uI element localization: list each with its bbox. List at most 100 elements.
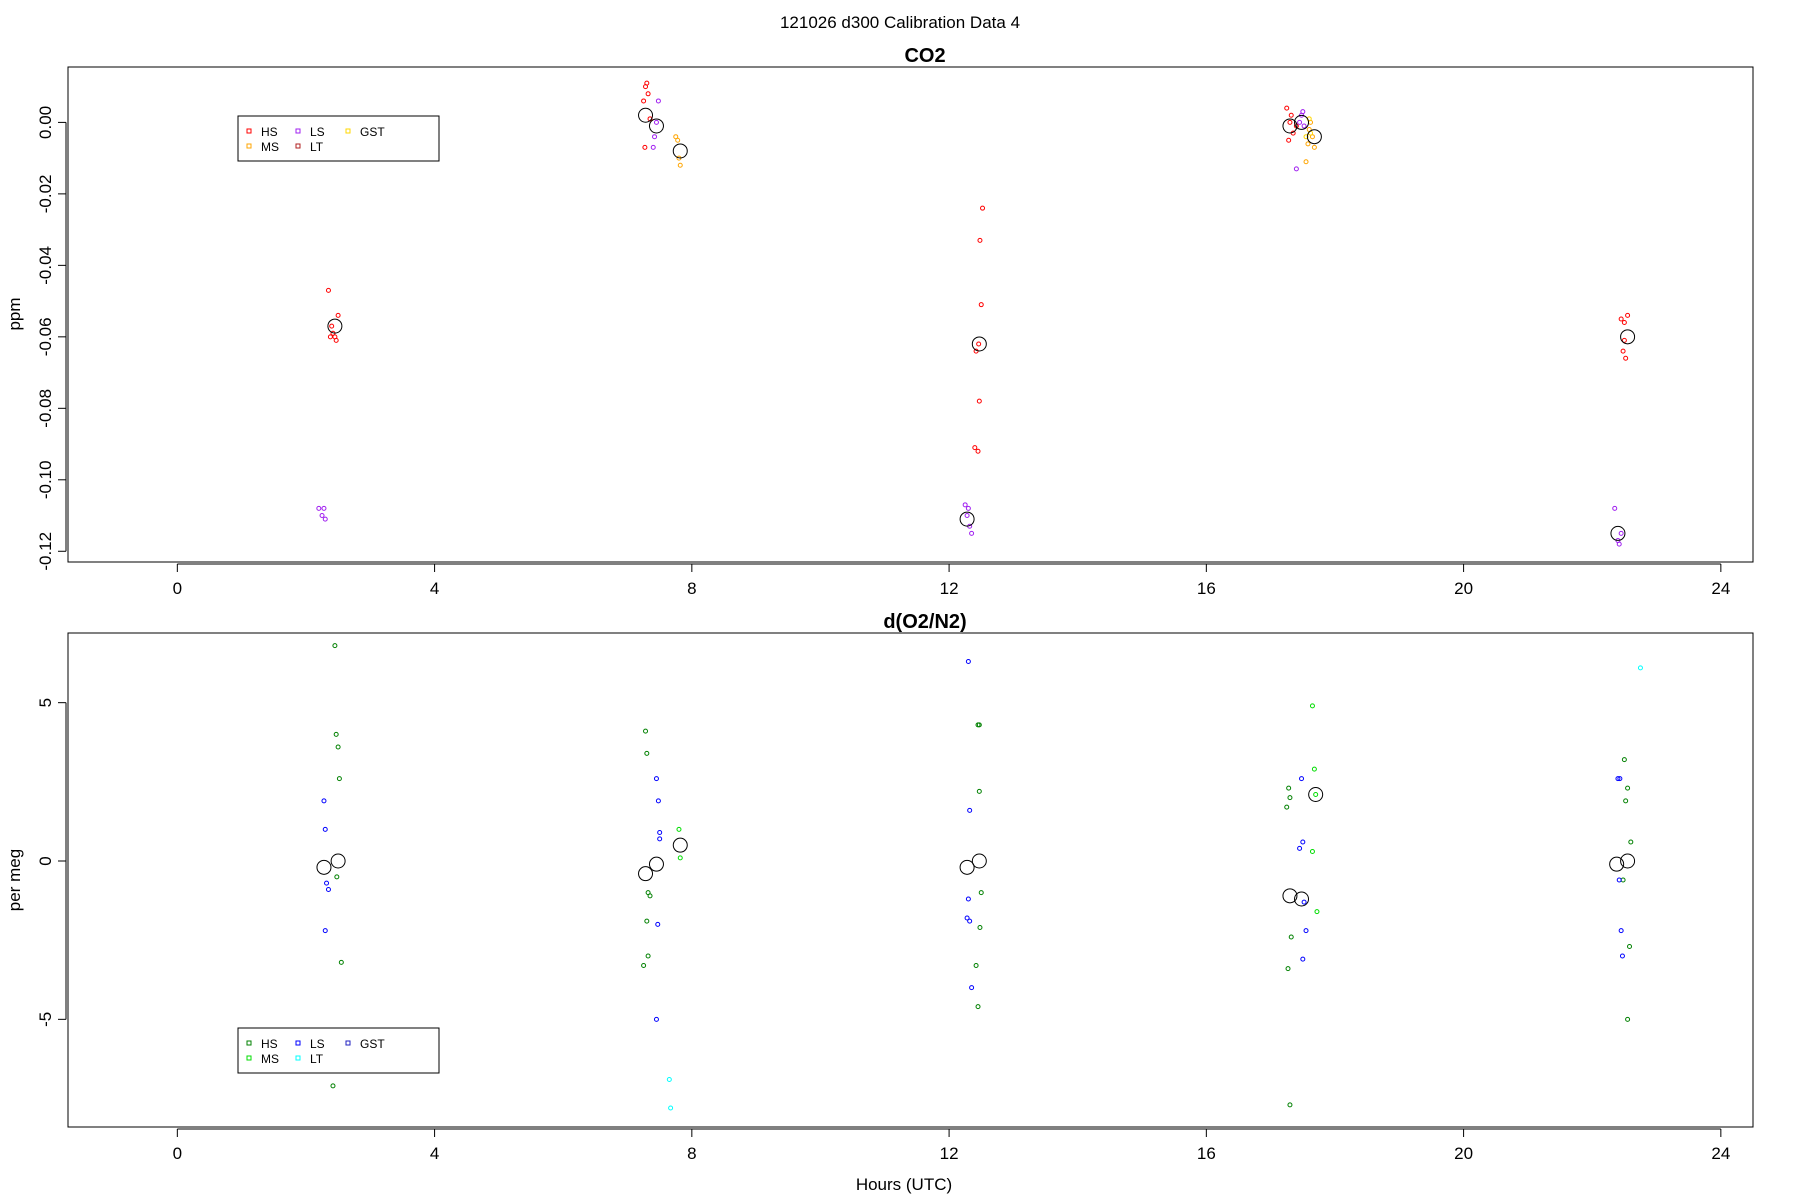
o2n2-point-ls	[1301, 899, 1307, 905]
co2-x-tick-label: 4	[430, 579, 439, 598]
o2n2-point-ls	[965, 659, 971, 664]
o2n2-x-axis-label: Hours (UTC)	[856, 1175, 952, 1194]
o2n2-point-hs	[978, 890, 984, 896]
o2n2-legend-label-lt: LT	[310, 1052, 324, 1066]
o2n2-point-hs	[647, 893, 653, 899]
o2n2-legend-label-ms: MS	[261, 1052, 279, 1066]
co2-point-hs	[1621, 320, 1627, 326]
o2n2-y-tick-label: -5	[36, 1012, 55, 1027]
o2n2-point-hs	[332, 643, 338, 649]
co2-y-tick-label: -0.10	[36, 460, 55, 499]
co2-point-ms	[677, 162, 683, 168]
o2n2-point-hs	[1628, 839, 1634, 845]
co2-mean-marker	[1306, 129, 1322, 145]
co2-mean-marker	[672, 143, 688, 159]
o2n2-x-tick-label: 4	[430, 1144, 439, 1163]
o2n2-point-ls	[1299, 776, 1305, 782]
co2-point-hs	[644, 80, 650, 86]
o2n2-point-hs	[1284, 804, 1290, 810]
co2-y-tick-label: -0.06	[36, 317, 55, 356]
figure-title: 121026 d300 Calibration Data 4	[780, 13, 1020, 32]
o2n2-point-hs	[644, 918, 650, 924]
co2-point-ls	[962, 502, 968, 508]
o2n2-point-ls	[1617, 776, 1623, 782]
o2n2-point-ls	[1300, 956, 1306, 962]
o2n2-point-ls	[324, 880, 330, 886]
co2-point-gst	[1303, 134, 1309, 140]
co2-legend-label-hs: HS	[261, 125, 278, 139]
o2n2-point-ls	[655, 921, 661, 927]
co2-y-tick-label: -0.12	[36, 532, 55, 571]
o2n2-mean-marker	[1294, 891, 1310, 907]
co2-y-axis: -0.12 -0.10 -0.08 -0.06 -0.04 -0.02 0.00	[36, 106, 67, 571]
co2-point-hs	[1625, 312, 1631, 318]
o2n2-legend-marker-hs	[246, 1040, 252, 1046]
o2n2-point-ls	[969, 985, 975, 991]
o2n2-point-ls	[967, 918, 973, 924]
o2n2-legend: HS MS LS LT GST	[237, 1027, 440, 1074]
o2n2-point-ls	[322, 928, 328, 934]
o2n2-panel: d(O2/N2) per meg Hours (UTC) 0 4 8 12 16 20 24…	[5, 611, 1754, 1194]
o2n2-point-ls	[1619, 953, 1625, 959]
o2n2-point-hs	[977, 925, 983, 930]
o2n2-point-lt	[1637, 665, 1643, 671]
o2n2-point-ls	[657, 836, 663, 842]
o2n2-point-ls	[325, 887, 331, 892]
co2-y-tick-label: 0.00	[36, 106, 55, 139]
o2n2-point-ls	[1303, 928, 1309, 934]
co2-point-hs	[335, 312, 341, 318]
o2n2-point-hs	[644, 750, 650, 756]
co2-point-hs	[1620, 348, 1626, 354]
o2n2-x-axis: 0 4 8 12 16 20 24	[173, 1128, 1730, 1163]
co2-x-tick-label: 20	[1454, 579, 1473, 598]
o2n2-point-ls	[1297, 845, 1303, 851]
co2-point-hs	[1284, 105, 1290, 111]
co2-point-hs	[1288, 112, 1294, 118]
o2n2-point-hs	[334, 874, 340, 880]
o2n2-point-ls	[655, 798, 661, 804]
co2-point-hs	[1287, 119, 1293, 125]
co2-legend: HS MS LS LT GST	[237, 115, 440, 162]
co2-point-hs	[977, 237, 983, 243]
co2-x-tick-label: 8	[687, 579, 696, 598]
o2n2-mean-marker	[316, 859, 332, 875]
co2-point-hs	[975, 448, 981, 454]
o2n2-point-ls	[653, 776, 659, 782]
o2n2-point-ls	[1615, 776, 1621, 782]
co2-mean-marker	[1620, 329, 1636, 345]
co2-y-axis-label: ppm	[5, 297, 24, 330]
co2-point-hs	[642, 144, 648, 150]
co2-point-ls	[965, 505, 971, 511]
co2-mean-marker	[1294, 114, 1310, 130]
o2n2-y-tick-label: 5	[36, 698, 55, 707]
co2-y-tick-label: -0.04	[36, 246, 55, 285]
o2n2-plot-frame	[67, 632, 1754, 1128]
o2n2-point-hs	[1288, 934, 1294, 940]
o2n2-point-ls	[1300, 839, 1306, 845]
o2n2-x-tick-label: 12	[940, 1144, 959, 1163]
o2n2-point-hs	[1623, 798, 1629, 804]
o2n2-point-ms	[677, 855, 683, 861]
co2-point-ls	[322, 516, 328, 522]
co2-mean-marker	[1282, 118, 1298, 134]
co2-point-ls	[1301, 123, 1307, 129]
co2-panel: CO2 ppm 0 4 8 12 16 20 24 -0.12 -0.10 -0.08 -0.06…	[5, 45, 1754, 598]
co2-legend-marker-ls	[295, 128, 301, 134]
co2-point-ms	[1305, 141, 1311, 147]
o2n2-point-ms	[1311, 766, 1317, 772]
o2n2-means	[316, 787, 1636, 907]
co2-legend-marker-lt	[295, 143, 301, 149]
o2n2-mean-marker	[672, 837, 688, 853]
o2n2-legend-marker-ms	[246, 1055, 252, 1061]
co2-points	[316, 80, 1631, 547]
o2n2-point-hs	[335, 744, 341, 750]
o2n2-x-tick-label: 20	[1454, 1144, 1473, 1163]
co2-legend-label-ls: LS	[310, 125, 325, 139]
co2-point-hs	[641, 98, 647, 104]
o2n2-point-hs	[1621, 757, 1627, 763]
o2n2-point-lt	[666, 1077, 672, 1082]
co2-mean-marker	[971, 336, 987, 352]
o2n2-point-hs	[1625, 785, 1631, 791]
co2-legend-marker-gst	[345, 128, 351, 134]
